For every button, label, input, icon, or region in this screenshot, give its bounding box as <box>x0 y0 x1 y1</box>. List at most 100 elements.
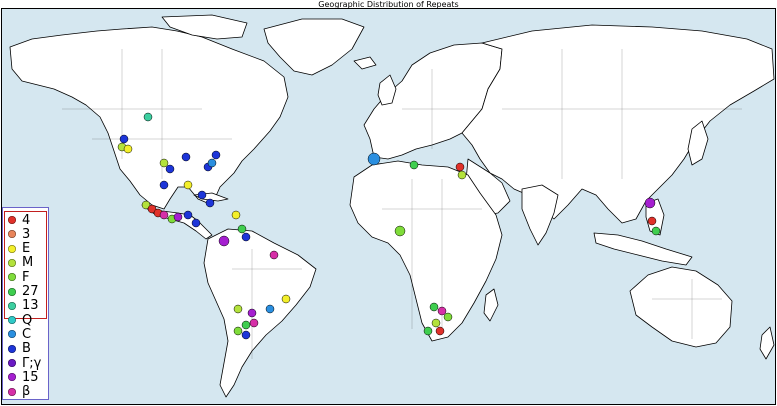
marker-us-east-3 <box>211 150 221 160</box>
marker-mexico-4 <box>159 210 169 220</box>
marker-central-1 <box>191 218 201 228</box>
marker-argentina-2 <box>241 330 251 340</box>
marker-taiwan <box>644 197 656 209</box>
legend-marker-icon <box>8 359 16 367</box>
legend-marker-icon <box>8 230 16 239</box>
land-south-america <box>203 228 317 398</box>
marker-mexico-1 <box>141 200 151 210</box>
legend-label: 27 <box>22 284 39 299</box>
legend-item: Q <box>8 312 33 328</box>
legend-item: 15 <box>8 369 39 385</box>
legend-item: 13 <box>8 298 39 314</box>
land-japan <box>687 120 709 166</box>
legend-marker-icon <box>8 273 16 282</box>
marker-venezuela-2 <box>241 232 251 242</box>
country-borders <box>62 49 742 359</box>
legend-marker-icon <box>8 216 16 224</box>
map-title: Geographic Distribution of Repeats <box>318 0 459 9</box>
world-map-canvas <box>2 9 775 404</box>
land-asia <box>461 24 775 224</box>
legend-label: 4 <box>22 212 31 228</box>
legend-label: 3 <box>22 226 31 242</box>
land-australia <box>629 266 733 348</box>
legend-label: 13 <box>22 298 39 314</box>
marker-south-africa-4 <box>431 318 441 328</box>
marker-caribbean-1 <box>205 198 215 208</box>
land-greenland <box>263 18 365 76</box>
land-madagascar <box>483 288 499 322</box>
land-indonesia <box>593 232 693 266</box>
marker-us-west-1 <box>119 134 129 144</box>
marker-mexico-2 <box>147 204 157 214</box>
legend-item: M <box>8 255 34 271</box>
legend-item: B <box>8 341 31 357</box>
legend-item: E <box>8 241 31 257</box>
marker-texas <box>159 180 169 190</box>
legend-item: 27 <box>8 284 39 299</box>
land-masses <box>9 14 775 398</box>
marker-south-africa-6 <box>435 326 445 336</box>
marker-bolivia <box>233 304 243 314</box>
marker-south-africa-1 <box>429 302 439 312</box>
legend-inner-box <box>4 211 47 319</box>
marker-philippines-2 <box>651 226 661 236</box>
marker-italy <box>409 160 419 170</box>
marker-brazil-1 <box>247 308 257 318</box>
legend-label: M <box>22 255 34 271</box>
marker-brazil-3 <box>281 294 291 304</box>
marker-us-mid-2 <box>165 164 175 174</box>
marker-south-africa-2 <box>437 306 447 316</box>
legend-marker-icon <box>8 344 16 353</box>
marker-florida <box>197 190 207 200</box>
legend-marker-icon <box>8 330 16 339</box>
marker-south-africa-5 <box>423 326 433 336</box>
legend-marker-icon <box>8 373 16 382</box>
marker-paraguay <box>241 320 251 330</box>
legend-label: β <box>22 384 31 400</box>
legend-item: C <box>8 326 32 342</box>
legend-marker-icon <box>8 301 16 310</box>
marker-spain <box>367 152 381 166</box>
marker-argentina-1 <box>233 326 243 336</box>
land-new-zealand <box>759 326 775 360</box>
legend-label: B <box>22 341 31 357</box>
marker-us-mid-3 <box>181 152 191 162</box>
legend-label: E <box>22 241 31 257</box>
legend-marker-icon <box>8 387 16 396</box>
legend-label: Q <box>22 312 33 328</box>
legend-marker-icon <box>8 244 16 253</box>
marker-brazil-2 <box>265 304 275 314</box>
legend-marker-icon <box>8 287 16 296</box>
marker-brazil-north <box>269 250 279 260</box>
legend-label: C <box>22 326 32 342</box>
marker-colombia <box>218 235 230 247</box>
marker-nigeria <box>394 225 406 237</box>
marker-mexico-7 <box>183 210 193 220</box>
repeat-markers <box>117 112 661 340</box>
legend-marker-icon <box>8 258 16 267</box>
marker-israel <box>457 170 467 180</box>
marker-canada <box>143 112 153 122</box>
marker-cyprus <box>455 162 465 172</box>
land-arctic-islands <box>161 14 248 40</box>
marker-gulf <box>183 180 193 190</box>
legend-label: 15 <box>22 369 39 385</box>
land-britain <box>377 74 397 106</box>
land-india <box>521 184 559 246</box>
legend-item: 4 <box>8 212 31 228</box>
marker-brazil-4 <box>249 318 259 328</box>
marker-bermuda <box>231 210 241 220</box>
marker-us-mid-1 <box>159 158 169 168</box>
marker-mexico-6 <box>173 212 183 222</box>
legend-marker-icon <box>8 316 16 325</box>
land-africa <box>349 160 503 342</box>
legend-item: β <box>8 384 31 400</box>
marker-south-africa-3 <box>443 312 453 322</box>
marker-us-east-2 <box>207 158 217 168</box>
legend-item: 3 <box>8 226 31 242</box>
legend-label: Γ;γ <box>22 355 42 371</box>
world-map <box>1 8 776 405</box>
marker-us-west-3 <box>123 144 133 154</box>
legend-label: F <box>22 269 30 285</box>
legend-item: F <box>8 269 30 285</box>
